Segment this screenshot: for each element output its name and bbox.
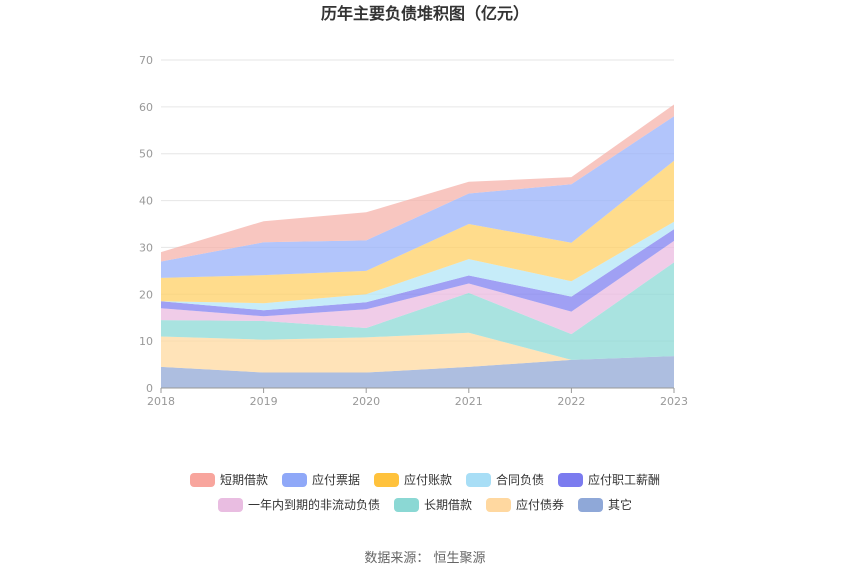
legend-swatch [558,472,584,487]
area-series-8 [161,104,674,262]
legend-item[interactable]: 长期借款 [393,496,472,513]
legend-item[interactable]: 应付债券 [486,496,564,513]
legend-item[interactable]: 应付账款 [373,471,452,488]
x-tick-label: 2023 [660,395,688,408]
y-tick-label: 50 [139,148,153,161]
legend-label: 应付票据 [311,473,360,487]
y-tick-label: 60 [139,101,153,114]
legend-swatch [393,497,419,512]
chart-title: 历年主要负债堆积图（亿元） [320,4,529,23]
legend-item[interactable]: 一年内到期的非流动负债 [217,496,380,513]
y-tick-label: 0 [146,382,153,395]
source-note: 数据来源： 恒生聚源 [364,551,486,566]
legend-swatch [281,472,307,487]
legend-swatch [189,472,215,487]
y-tick-label: 70 [139,54,153,67]
legend-item[interactable]: 应付职工薪酬 [558,471,660,488]
axes: 0 10 20 30 40 50 60 70 2018 2019 2020 2021 2022 2023 [139,54,688,408]
x-tick-label: 2021 [455,395,483,408]
legend-swatch [466,472,491,487]
legend-label: 应付账款 [403,473,452,487]
legend-label: 应付债券 [516,498,565,512]
legend-item[interactable]: 短期借款 [189,471,268,488]
legend-item[interactable]: 其它 [578,496,632,513]
stacked-areas [161,104,674,388]
legend-item[interactable]: 合同负债 [466,471,544,488]
legend-swatch [578,497,604,512]
area-series-6 [161,160,674,304]
y-tick-label: 30 [139,241,153,254]
legend-label: 合同负债 [496,473,545,487]
legend: 短期借款 应付票据 应付账款 合同负债 应付职工薪酬 一年内到期的非流动负债 长期借款 应付… [0,471,850,513]
y-tick-label: 20 [139,288,153,301]
legend-item[interactable]: 应付票据 [281,471,360,488]
legend-label: 其它 [608,498,633,512]
x-tick-label: 2018 [147,395,175,408]
legend-swatch [217,497,243,512]
x-tick-label: 2019 [250,395,278,408]
area-series-2 [161,262,674,360]
legend-swatch [373,472,399,487]
legend-label: 短期借款 [219,473,268,487]
legend-swatch [486,497,511,512]
area-series-0 [161,356,674,388]
legend-label: 一年内到期的非流动负债 [247,498,380,512]
y-tick-label: 40 [139,195,153,208]
area-series-1 [161,332,674,373]
area-series-4 [161,229,674,317]
area-series-7 [161,116,674,278]
x-tick-label: 2020 [352,395,380,408]
y-tick-label: 10 [139,335,153,348]
area-series-3 [161,240,674,335]
x-tick-label: 2022 [557,395,585,408]
legend-label: 长期借款 [423,498,472,512]
area-series-5 [161,221,674,311]
legend-row-1: 短期借款 应付票据 应付账款 合同负债 应付职工薪酬 [189,471,660,488]
legend-label: 应付职工薪酬 [588,473,661,487]
legend-row-2: 一年内到期的非流动负债 长期借款 应付债券 其它 [217,496,632,513]
